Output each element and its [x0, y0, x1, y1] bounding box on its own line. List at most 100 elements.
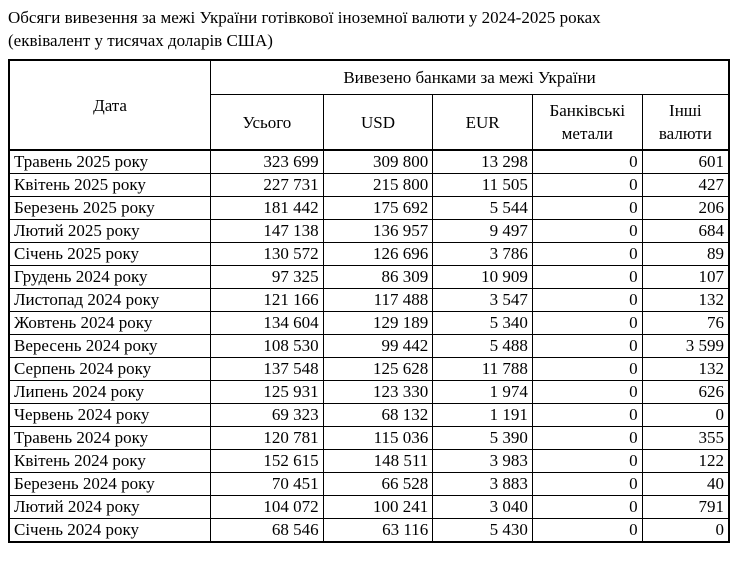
- eur-cell: 11 788: [432, 357, 533, 381]
- header-cell-date: Дата: [8, 59, 212, 151]
- date-cell: Травень 2024 року: [8, 426, 212, 450]
- table-row: Січень 2025 року 130 572 126 696 3 786 0…: [8, 242, 730, 266]
- total-cell: 97 325: [210, 265, 324, 289]
- total-cell: 70 451: [210, 472, 324, 496]
- other-cell: 0: [641, 403, 730, 427]
- date-cell: Листопад 2024 року: [8, 288, 212, 312]
- currency-export-table: Дата Вивезено банками за межі України Ус…: [8, 59, 730, 543]
- header-cell-eur: EUR: [432, 94, 533, 151]
- date-cell: Лютий 2024 року: [8, 495, 212, 519]
- table-row: Квітень 2025 року 227 731 215 800 11 505…: [8, 173, 730, 197]
- other-cell: 791: [641, 495, 730, 519]
- metals-cell: 0: [531, 426, 643, 450]
- eur-cell: 3 040: [432, 495, 533, 519]
- metals-cell: 0: [531, 334, 643, 358]
- page-title-line-1: Обсяги вивезення за межі України готівко…: [8, 8, 601, 27]
- total-cell: 181 442: [210, 196, 324, 220]
- total-cell: 120 781: [210, 426, 324, 450]
- total-cell: 68 546: [210, 518, 324, 543]
- metals-cell: 0: [531, 403, 643, 427]
- eur-cell: 3 547: [432, 288, 533, 312]
- table-row: Травень 2024 року 120 781 115 036 5 390 …: [8, 426, 730, 450]
- table-row: Березень 2024 року 70 451 66 528 3 883 0…: [8, 472, 730, 496]
- other-cell: 122: [641, 449, 730, 473]
- eur-cell: 5 488: [432, 334, 533, 358]
- other-cell: 684: [641, 219, 730, 243]
- table-row: Грудень 2024 року 97 325 86 309 10 909 0…: [8, 265, 730, 289]
- metals-cell: 0: [531, 449, 643, 473]
- usd-cell: 63 116: [322, 518, 434, 543]
- header-cell-group: Вивезено банками за межі України: [210, 59, 730, 95]
- usd-cell: 99 442: [322, 334, 434, 358]
- eur-cell: 3 786: [432, 242, 533, 266]
- table-row: Березень 2025 року 181 442 175 692 5 544…: [8, 196, 730, 220]
- date-cell: Січень 2025 року: [8, 242, 212, 266]
- table-header: Дата Вивезено банками за межі України Ус…: [8, 59, 730, 151]
- eur-cell: 1 191: [432, 403, 533, 427]
- page: Обсяги вивезення за межі України готівко…: [8, 8, 730, 543]
- total-cell: 227 731: [210, 173, 324, 197]
- table-row: Лютий 2024 року 104 072 100 241 3 040 0 …: [8, 495, 730, 519]
- total-cell: 104 072: [210, 495, 324, 519]
- other-cell: 89: [641, 242, 730, 266]
- other-cell: 76: [641, 311, 730, 335]
- table-row: Квітень 2024 року 152 615 148 511 3 983 …: [8, 449, 730, 473]
- eur-cell: 5 544: [432, 196, 533, 220]
- usd-cell: 125 628: [322, 357, 434, 381]
- usd-cell: 123 330: [322, 380, 434, 404]
- other-cell: 40: [641, 472, 730, 496]
- table-row: Червень 2024 року 69 323 68 132 1 191 0 …: [8, 403, 730, 427]
- other-cell: 355: [641, 426, 730, 450]
- page-title-line-2: (еквівалент у тисячах доларів США): [8, 31, 273, 50]
- metals-cell: 0: [531, 173, 643, 197]
- other-cell: 3 599: [641, 334, 730, 358]
- total-cell: 137 548: [210, 357, 324, 381]
- total-cell: 69 323: [210, 403, 324, 427]
- metals-cell: 0: [531, 242, 643, 266]
- total-cell: 134 604: [210, 311, 324, 335]
- date-cell: Березень 2024 року: [8, 472, 212, 496]
- usd-cell: 66 528: [322, 472, 434, 496]
- date-cell: Лютий 2025 року: [8, 219, 212, 243]
- metals-cell: 0: [531, 495, 643, 519]
- table-body: Травень 2025 року 323 699 309 800 13 298…: [8, 149, 730, 543]
- table-row: Липень 2024 року 125 931 123 330 1 974 0…: [8, 380, 730, 404]
- metals-cell: 0: [531, 518, 643, 543]
- metals-cell: 0: [531, 311, 643, 335]
- table-row: Лютий 2025 року 147 138 136 957 9 497 0 …: [8, 219, 730, 243]
- header-row-columns: Усього USD EUR Банківські метали Інші ва…: [9, 94, 730, 151]
- metals-cell: 0: [531, 219, 643, 243]
- date-cell: Січень 2024 року: [8, 518, 212, 543]
- date-cell: Вересень 2024 року: [8, 334, 212, 358]
- usd-cell: 126 696: [322, 242, 434, 266]
- usd-cell: 68 132: [322, 403, 434, 427]
- header-row-group: Дата Вивезено банками за межі України: [8, 59, 730, 151]
- other-cell: 107: [641, 265, 730, 289]
- eur-cell: 11 505: [432, 173, 533, 197]
- usd-cell: 148 511: [322, 449, 434, 473]
- eur-cell: 9 497: [432, 219, 533, 243]
- usd-cell: 215 800: [322, 173, 434, 197]
- usd-cell: 129 189: [322, 311, 434, 335]
- other-cell: 626: [641, 380, 730, 404]
- eur-cell: 3 883: [432, 472, 533, 496]
- other-cell: 206: [641, 196, 730, 220]
- total-cell: 125 931: [210, 380, 324, 404]
- other-cell: 132: [641, 288, 730, 312]
- eur-cell: 3 983: [432, 449, 533, 473]
- metals-cell: 0: [531, 265, 643, 289]
- other-cell: 132: [641, 357, 730, 381]
- date-cell: Грудень 2024 року: [8, 265, 212, 289]
- date-cell: Червень 2024 року: [8, 403, 212, 427]
- metals-cell: 0: [531, 149, 643, 174]
- total-cell: 130 572: [210, 242, 324, 266]
- total-cell: 108 530: [210, 334, 324, 358]
- usd-cell: 136 957: [322, 219, 434, 243]
- date-cell: Липень 2024 року: [8, 380, 212, 404]
- metals-cell: 0: [531, 357, 643, 381]
- table-row: Травень 2025 року 323 699 309 800 13 298…: [8, 149, 730, 174]
- date-cell: Серпень 2024 року: [8, 357, 212, 381]
- eur-cell: 1 974: [432, 380, 533, 404]
- total-cell: 121 166: [210, 288, 324, 312]
- date-cell: Жовтень 2024 року: [8, 311, 212, 335]
